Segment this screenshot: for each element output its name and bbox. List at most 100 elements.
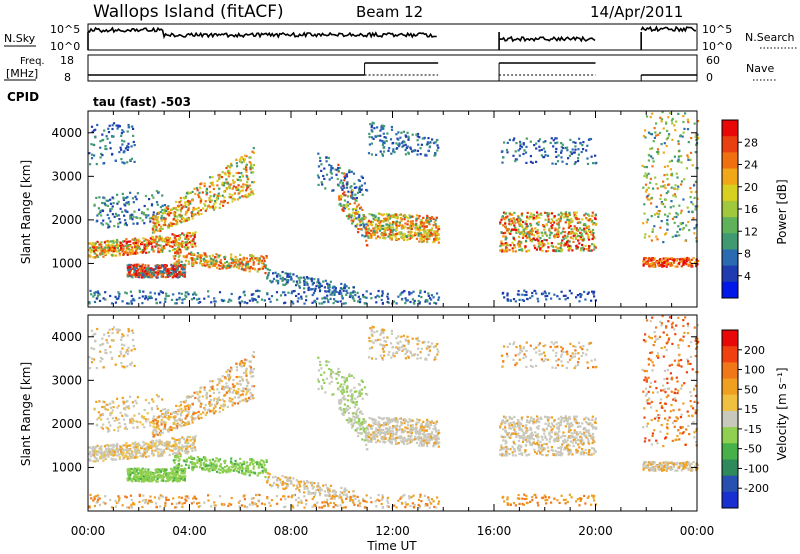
scatter-cell <box>585 225 588 228</box>
scatter-cell <box>436 144 439 147</box>
scatter-cell <box>371 215 374 218</box>
scatter-cell <box>367 228 370 231</box>
scatter-cell <box>219 203 222 206</box>
scatter-cell <box>433 238 436 241</box>
scatter-cell <box>577 148 580 151</box>
scatter-cell <box>575 217 579 220</box>
scatter-cell <box>186 241 189 244</box>
scatter-cell <box>181 274 185 277</box>
scatter-cell <box>191 190 194 193</box>
scatter-cell <box>181 232 184 235</box>
scatter-cell <box>209 200 212 203</box>
scatter-cell <box>338 195 341 198</box>
scatter-cell <box>286 274 289 277</box>
scatter-cell <box>574 237 578 240</box>
scatter-cell <box>523 247 526 250</box>
scatter-cell <box>395 142 398 145</box>
scatter-cell <box>567 239 570 242</box>
scatter-cell <box>173 257 176 260</box>
scatter-cell <box>352 286 355 289</box>
scatter-cell <box>178 271 181 274</box>
scatter-cell <box>121 139 124 142</box>
scatter-cell <box>124 250 127 253</box>
scatter-cell <box>375 224 378 227</box>
scatter-cell <box>155 302 158 305</box>
scatter-cell <box>678 234 681 237</box>
scatter-cell <box>114 295 117 298</box>
scatter-cell <box>168 444 171 448</box>
scatter-cell <box>180 214 183 217</box>
scatter-cell <box>313 300 316 303</box>
scatter-cell <box>673 193 676 196</box>
scatter-cell <box>562 216 565 219</box>
scatter-cell <box>93 291 96 295</box>
scatter-cell <box>583 222 586 226</box>
scatter-cell <box>554 227 557 230</box>
scatter-cell <box>576 234 580 237</box>
scatter-cell <box>560 241 563 245</box>
scatter-cell <box>256 289 259 292</box>
scatter-cell <box>138 444 141 447</box>
scatter-cell <box>342 184 345 187</box>
scatter-cell <box>554 229 557 232</box>
scatter-cell <box>311 283 314 286</box>
scatter-cell <box>651 230 654 233</box>
scatter-cell <box>94 460 97 463</box>
scatter-cell <box>664 213 667 216</box>
scatter-cell <box>168 249 171 253</box>
scatter-cell <box>105 244 108 247</box>
scatter-cell <box>204 200 207 203</box>
scatter-cell <box>121 444 125 447</box>
scatter-cell <box>529 155 532 158</box>
scatter-cell <box>391 230 394 233</box>
scatter-cell <box>175 302 178 305</box>
scatter-cell <box>152 250 155 253</box>
scatter-cell <box>157 236 160 239</box>
scatter-cell <box>428 142 431 145</box>
scatter-cell <box>119 452 122 455</box>
scatter-cell <box>125 292 128 295</box>
scatter-cell <box>593 222 596 225</box>
scatter-cell <box>106 246 109 249</box>
scatter-cell <box>566 241 569 244</box>
scatter-cell <box>213 397 216 400</box>
scatter-cell <box>252 193 255 196</box>
scatter-cell <box>222 184 225 187</box>
scatter-cell <box>328 178 331 181</box>
scatter-cell <box>592 232 595 235</box>
scatter-cell <box>371 136 374 139</box>
scatter-cell <box>567 157 570 160</box>
scatter-cell <box>678 262 681 265</box>
scatter-cell <box>126 448 129 451</box>
nsearch-label: N.Search <box>745 31 795 44</box>
scatter-cell <box>138 290 141 294</box>
scatter-cell <box>549 234 552 237</box>
scatter-cell <box>128 263 131 266</box>
scatter-cell <box>118 458 121 461</box>
scatter-cell <box>260 259 263 262</box>
scatter-cell <box>217 254 220 257</box>
scatter-cell <box>94 248 97 251</box>
scatter-cell <box>337 169 340 172</box>
scatter-cell <box>378 295 381 298</box>
scatter-cell <box>382 141 385 144</box>
scatter-cell <box>584 298 587 301</box>
scatter-cell <box>406 217 410 220</box>
scatter-cell <box>177 246 180 249</box>
scatter-cell <box>572 151 575 154</box>
scatter-cell <box>147 418 150 421</box>
scatter-cell <box>134 441 137 444</box>
scatter-cell <box>657 213 661 216</box>
scatter-cell <box>643 258 646 261</box>
scatter-cell <box>645 221 648 224</box>
nave-tick-top: 60 <box>706 54 720 67</box>
scatter-cell <box>191 211 194 214</box>
scatter-cell <box>250 256 253 259</box>
scatter-cell <box>258 259 261 262</box>
scatter-cell <box>650 215 653 218</box>
scatter-cell <box>133 270 136 273</box>
scatter-cell <box>135 198 138 201</box>
scatter-cell <box>212 195 215 198</box>
scatter-cell <box>340 204 343 207</box>
y-tick-label: 3000 <box>51 169 82 183</box>
